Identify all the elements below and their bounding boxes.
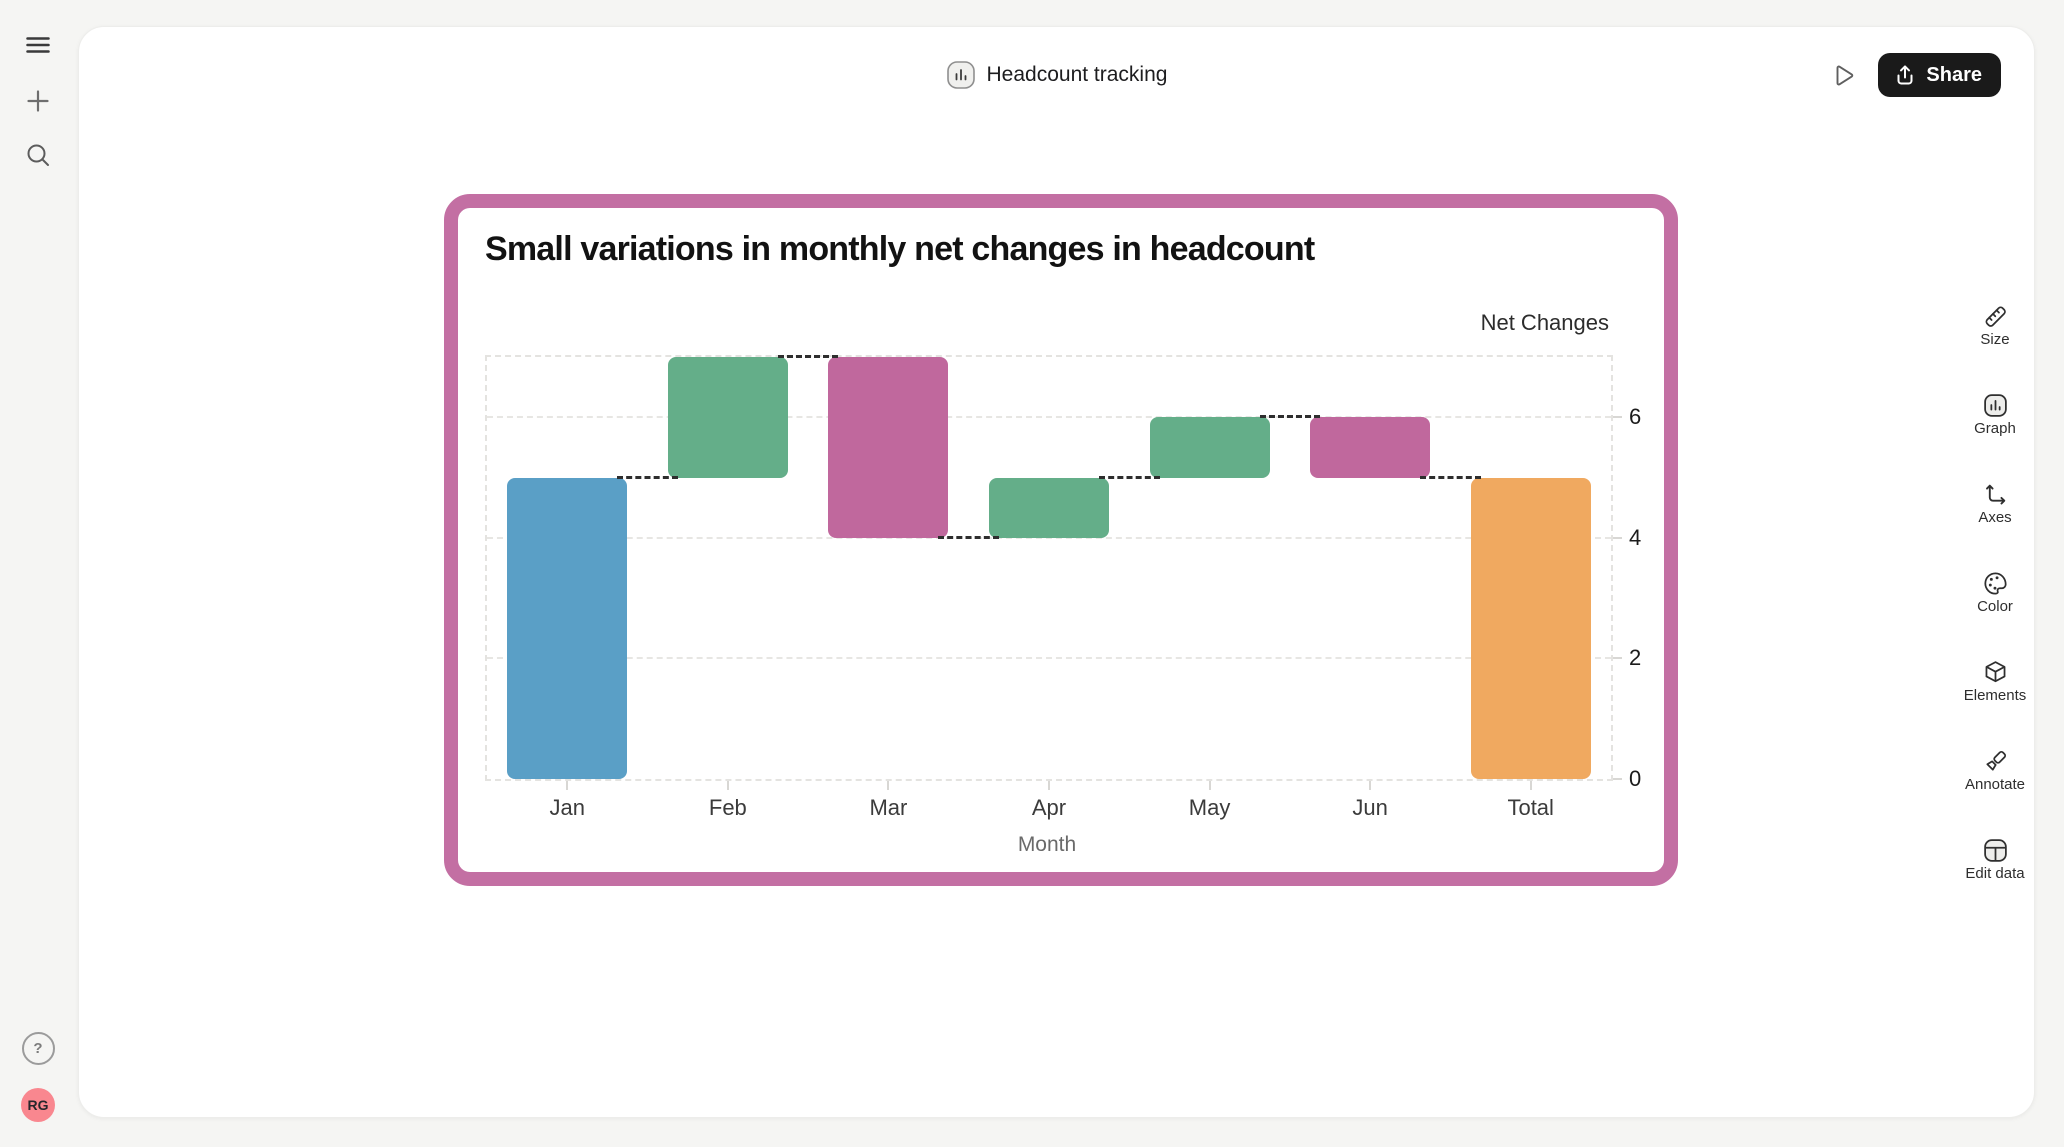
bar-feb[interactable]: [667, 357, 788, 478]
search-button[interactable]: [20, 137, 56, 173]
cube-icon: [1985, 661, 2005, 683]
plus-icon: [27, 90, 49, 112]
bar-total[interactable]: [1470, 477, 1591, 779]
x-label-may: May: [1188, 795, 1231, 820]
gridline-2: [487, 657, 1611, 660]
tool-axes-label: Axes: [1978, 509, 2012, 526]
y-axis-title: Net Changes: [1480, 310, 1609, 335]
tool-edit-data[interactable]: Edit data: [1955, 837, 2035, 882]
avatar[interactable]: RG: [21, 1088, 55, 1122]
tool-axes[interactable]: Axes: [1955, 481, 2035, 526]
connector-may: [1259, 415, 1321, 419]
waterfall-chart: Small variations in monthly net changes …: [458, 208, 1664, 872]
preview-button[interactable]: [1829, 62, 1856, 89]
new-chart-button[interactable]: [20, 83, 56, 119]
x-label-mar: Mar: [869, 795, 908, 820]
marker-icon: [1985, 750, 2006, 771]
bar-jan[interactable]: [507, 477, 628, 779]
menu-button[interactable]: [20, 27, 56, 63]
share-button[interactable]: Share: [1878, 53, 2001, 97]
x-tick-total: [1529, 781, 1532, 790]
gridline-6: [487, 416, 1611, 419]
table-icon: [1983, 839, 2007, 862]
palette-icon: [1983, 572, 2007, 595]
hamburger-icon: [26, 37, 50, 53]
plot-area: 0 2 4 6 Jan Feb Mar Apr May Jun Total: [485, 355, 1641, 820]
x-tick-mar: [887, 781, 890, 790]
y-tick-2: [1613, 657, 1622, 660]
tool-graph-label: Graph: [1974, 420, 2016, 437]
tool-color[interactable]: Color: [1955, 570, 2035, 615]
help-button[interactable]: ?: [20, 1030, 56, 1066]
canvas-card: Headcount tracking Share Small variation…: [78, 26, 2035, 1118]
x-label-apr: Apr: [1031, 795, 1067, 820]
chart-title[interactable]: Small variations in monthly net changes …: [485, 230, 1315, 268]
question-mark-icon: ?: [21, 1031, 55, 1065]
gridline-4: [487, 536, 1611, 539]
x-tick-feb: [726, 781, 729, 790]
tool-annotate-label: Annotate: [1964, 776, 2026, 793]
bar-chart-icon: [1983, 394, 2007, 417]
x-label-jan: Jan: [549, 795, 586, 820]
connector-jan: [617, 475, 678, 479]
tool-annotate[interactable]: Annotate: [1955, 748, 2035, 793]
tool-size-label: Size: [1980, 331, 2010, 348]
y-tick-6: [1613, 416, 1622, 419]
tool-edit-data-label: Edit data: [1965, 865, 2025, 882]
x-label-feb: Feb: [708, 795, 747, 820]
x-tick-jun: [1369, 781, 1372, 790]
x-label-total: Total: [1507, 795, 1554, 820]
y-tick-label-2: 2: [1629, 645, 1642, 671]
share-label: Share: [1926, 63, 1982, 86]
y-tick-label-6: 6: [1629, 404, 1642, 430]
tool-rail: Size Graph Axes: [1955, 303, 2035, 882]
search-icon: [27, 144, 49, 166]
axes-icon: [1985, 484, 2005, 505]
connector-mar: [938, 535, 999, 539]
y-tick-label-4: 4: [1629, 524, 1642, 550]
ruler-icon: [1985, 306, 2006, 327]
bar-mar[interactable]: [828, 357, 949, 538]
x-label-jun: Jun: [1352, 795, 1388, 820]
x-axis-title: Month: [1017, 833, 1077, 856]
tool-elements[interactable]: Elements: [1955, 659, 2035, 704]
y-tick-label-0: 0: [1629, 766, 1642, 791]
upload-icon: [1897, 65, 1913, 85]
tool-graph[interactable]: Graph: [1955, 392, 2035, 437]
bar-apr[interactable]: [989, 477, 1109, 538]
doc-chart-icon: [946, 61, 975, 89]
chart-frame[interactable]: Small variations in monthly net changes …: [444, 194, 1678, 886]
y-tick-0: [1613, 778, 1622, 780]
tool-size[interactable]: Size: [1955, 303, 2035, 348]
x-tick-may: [1208, 781, 1211, 790]
bar-may[interactable]: [1149, 417, 1270, 478]
bar-jun[interactable]: [1310, 417, 1431, 478]
connector-apr: [1099, 475, 1160, 479]
y-tick-4: [1613, 536, 1622, 539]
x-tick-jan: [566, 781, 569, 790]
play-icon: [1836, 65, 1854, 85]
connector-feb: [777, 355, 839, 358]
card-header: Headcount tracking: [79, 27, 2034, 123]
doc-title[interactable]: Headcount tracking: [986, 63, 1168, 86]
tool-elements-label: Elements: [1963, 687, 2027, 704]
tool-color-label: Color: [1977, 598, 2013, 615]
avatar-initials: RG: [27, 1097, 49, 1113]
x-tick-apr: [1048, 781, 1050, 790]
connector-jun: [1420, 475, 1481, 479]
